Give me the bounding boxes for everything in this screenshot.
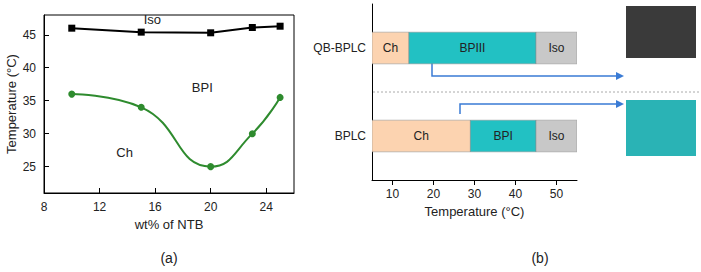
svg-text:Iso: Iso	[548, 129, 564, 143]
svg-text:wt% of NTB: wt% of NTB	[134, 217, 204, 232]
svg-text:12: 12	[93, 200, 107, 214]
svg-text:Temperature (°C): Temperature (°C)	[4, 54, 19, 154]
svg-text:Temperature (°C): Temperature (°C)	[425, 204, 525, 219]
svg-text:8: 8	[41, 200, 48, 214]
svg-text:25: 25	[23, 160, 37, 174]
svg-text:35: 35	[23, 94, 37, 108]
svg-text:BPLC: BPLC	[335, 129, 367, 143]
svg-text:10: 10	[386, 187, 400, 201]
svg-text:Iso: Iso	[548, 41, 564, 55]
svg-text:24: 24	[260, 200, 274, 214]
svg-text:40: 40	[509, 187, 523, 201]
svg-text:20: 20	[427, 187, 441, 201]
svg-text:Ch: Ch	[116, 145, 133, 160]
svg-text:(b): (b)	[531, 250, 548, 266]
svg-text:Ch: Ch	[414, 129, 429, 143]
svg-text:Iso: Iso	[144, 12, 161, 27]
svg-text:Ch: Ch	[383, 41, 398, 55]
svg-text:16: 16	[148, 200, 162, 214]
svg-text:30: 30	[468, 187, 482, 201]
svg-text:BPI: BPI	[192, 80, 213, 95]
svg-text:45: 45	[23, 28, 37, 42]
svg-text:BPI: BPI	[494, 129, 513, 143]
svg-text:QB-BPLC: QB-BPLC	[313, 41, 366, 55]
svg-text:20: 20	[204, 200, 218, 214]
svg-text:50: 50	[550, 187, 564, 201]
svg-text:BPIII: BPIII	[459, 41, 485, 55]
svg-text:40: 40	[23, 61, 37, 75]
svg-text:(a): (a)	[160, 250, 177, 266]
svg-text:30: 30	[23, 127, 37, 141]
